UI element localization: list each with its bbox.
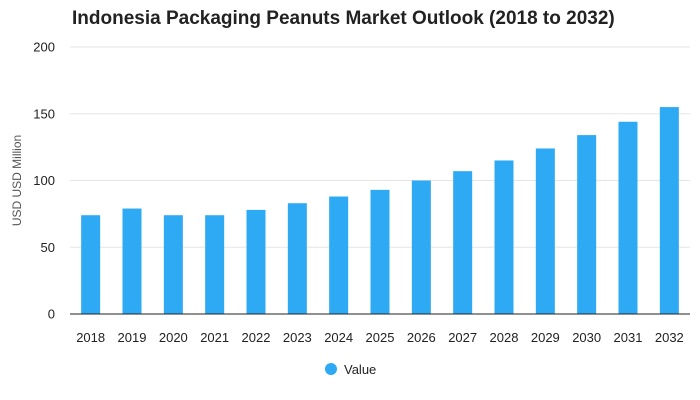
bar-2032[interactable] (659, 107, 679, 314)
x-axis-ticks: 2018 2019 2020 2021 2022 2023 2024 2025 2026 2027… (76, 330, 684, 345)
y-tick-label: 100 (33, 173, 55, 188)
y-tick-label: 150 (33, 106, 55, 121)
x-tick-label: 2026 (407, 330, 436, 345)
bar-2024[interactable] (329, 196, 349, 314)
bar-2019[interactable] (122, 208, 142, 314)
y-tick-label: 50 (41, 240, 55, 255)
x-tick-label: 2028 (490, 330, 519, 345)
bar-2021[interactable] (205, 215, 225, 314)
legend-marker-value (325, 363, 337, 375)
x-tick-label: 2019 (118, 330, 147, 345)
x-tick-label: 2031 (614, 330, 643, 345)
bars (81, 107, 679, 314)
x-tick-label: 2030 (572, 330, 601, 345)
bar-2026[interactable] (411, 180, 431, 315)
x-tick-label: 2022 (242, 330, 271, 345)
y-tick-label: 200 (33, 40, 55, 55)
y-tick-label: 0 (48, 307, 55, 322)
bar-2020[interactable] (163, 215, 183, 314)
bar-2018[interactable] (81, 215, 101, 314)
bar-2028[interactable] (494, 160, 514, 314)
bar-2025[interactable] (370, 189, 390, 314)
legend[interactable]: Value (325, 362, 376, 377)
chart-title: Indonesia Packaging Peanuts Market Outlo… (72, 8, 615, 29)
bar-2022[interactable] (246, 209, 266, 314)
bar-2023[interactable] (287, 203, 307, 314)
x-tick-label: 2029 (531, 330, 560, 345)
x-tick-label: 2032 (655, 330, 684, 345)
y-axis-ticks: 0 50 100 150 200 (33, 40, 55, 322)
x-tick-label: 2018 (76, 330, 105, 345)
bar-2027[interactable] (453, 171, 473, 314)
x-tick-label: 2027 (448, 330, 477, 345)
x-tick-label: 2023 (283, 330, 312, 345)
x-tick-label: 2024 (324, 330, 353, 345)
bar-2030[interactable] (577, 135, 597, 314)
bar-2031[interactable] (618, 121, 638, 314)
x-tick-label: 2021 (200, 330, 229, 345)
x-tick-label: 2020 (159, 330, 188, 345)
x-tick-label: 2025 (366, 330, 395, 345)
bar-2029[interactable] (535, 148, 555, 314)
y-axis-title: USD USD Million (10, 135, 24, 226)
legend-label-value: Value (344, 362, 376, 377)
